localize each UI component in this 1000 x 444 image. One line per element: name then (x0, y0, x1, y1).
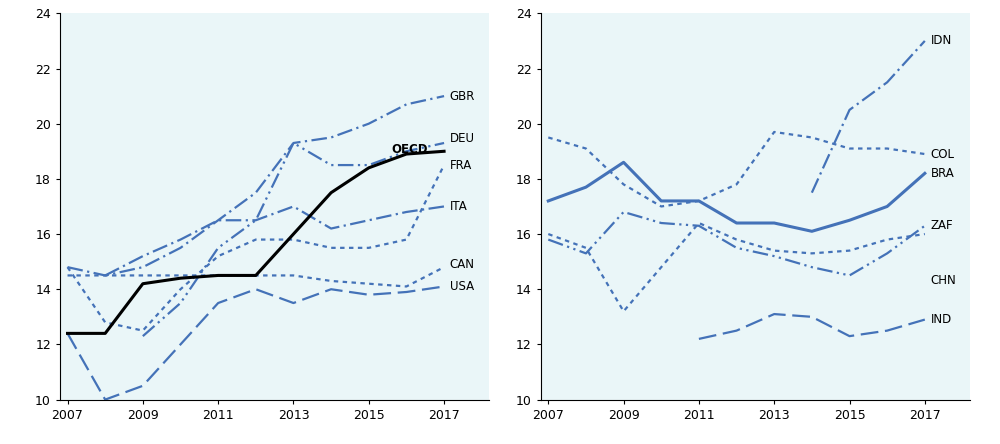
Text: CAN: CAN (450, 258, 475, 271)
Text: COL: COL (930, 147, 954, 161)
Text: IDN: IDN (930, 35, 952, 48)
Text: ITA: ITA (450, 200, 467, 213)
Text: IND: IND (930, 313, 952, 326)
Text: ZAF: ZAF (930, 219, 953, 232)
Text: BRA: BRA (930, 167, 954, 180)
Text: DEU: DEU (450, 132, 475, 145)
Text: FRA: FRA (450, 159, 472, 171)
Text: CHN: CHN (930, 274, 956, 287)
Text: USA: USA (450, 280, 474, 293)
Text: OECD: OECD (391, 143, 428, 156)
Text: GBR: GBR (450, 90, 475, 103)
